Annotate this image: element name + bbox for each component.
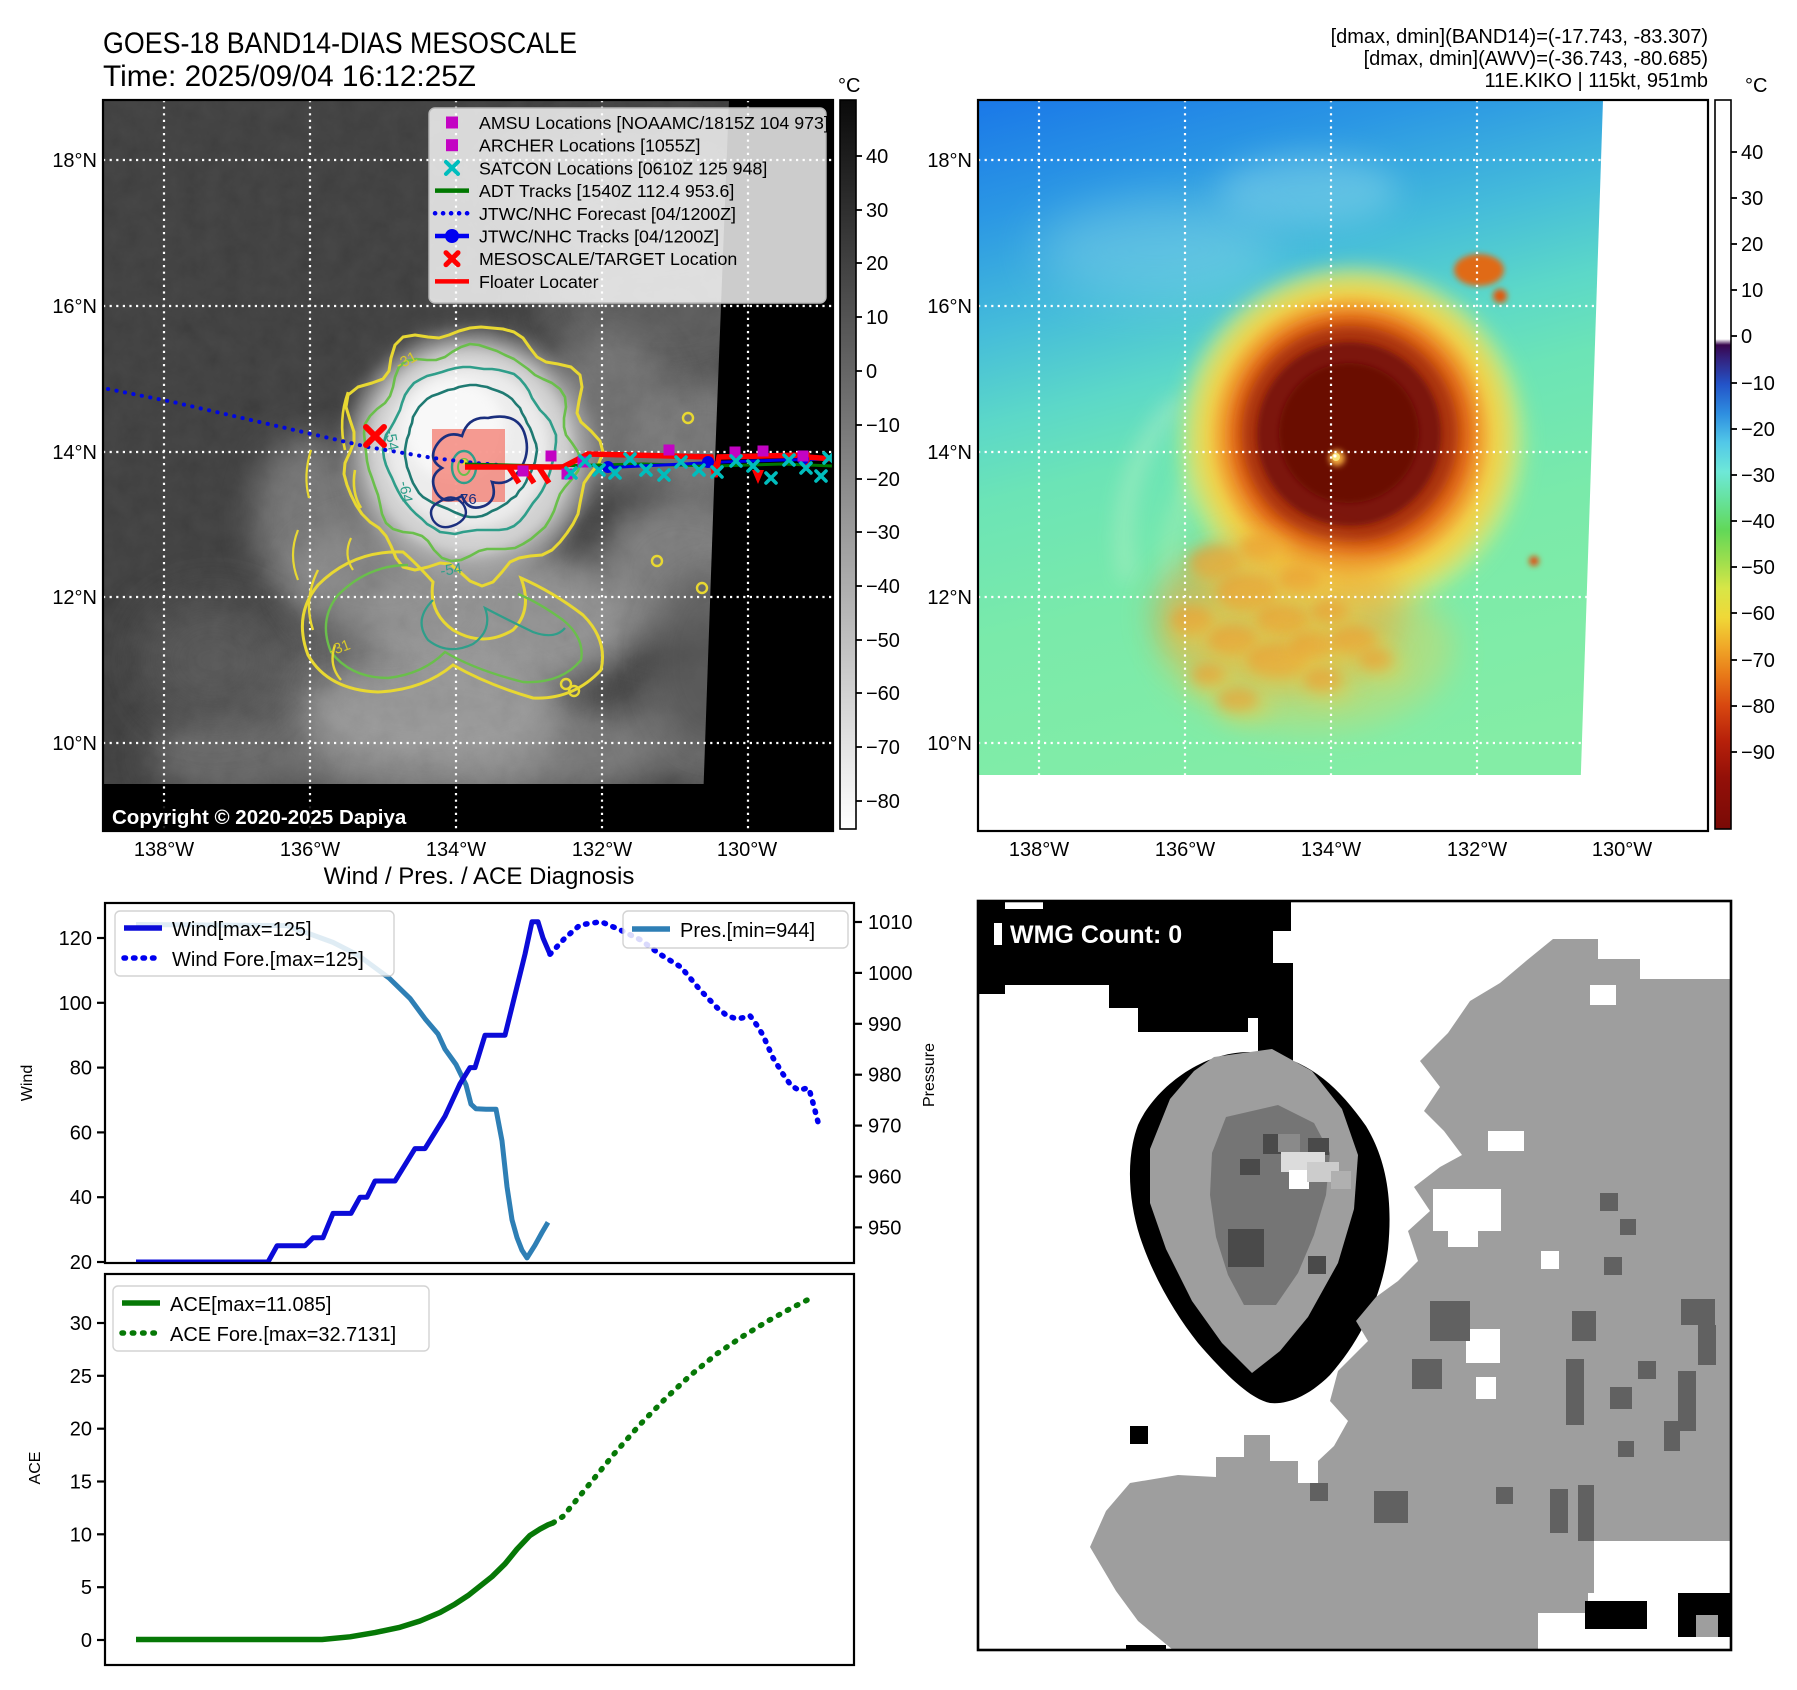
svg-text:138°W: 138°W (134, 839, 194, 861)
svg-text:20: 20 (70, 1419, 92, 1441)
svg-text:1010: 1010 (868, 912, 913, 934)
svg-text:[dmax, dmin](BAND14)=(-17.743,: [dmax, dmin](BAND14)=(-17.743, -83.307) (1331, 26, 1708, 48)
svg-text:Copyright © 2020-2025 Dapiya: Copyright © 2020-2025 Dapiya (112, 806, 407, 829)
svg-text:10: 10 (1741, 280, 1763, 302)
svg-text:GOES-18 BAND14-DIAS MESOSCALE: GOES-18 BAND14-DIAS MESOSCALE (103, 27, 577, 60)
svg-text:1000: 1000 (868, 963, 913, 985)
svg-text:14°N: 14°N (52, 442, 97, 464)
svg-text:−10: −10 (1741, 373, 1775, 395)
svg-text:Floater Locater: Floater Locater (479, 272, 599, 292)
svg-text:SATCON Locations [0610Z 125 94: SATCON Locations [0610Z 125 948] (479, 158, 767, 178)
svg-text:60: 60 (70, 1122, 92, 1144)
svg-text:−40: −40 (866, 576, 900, 598)
svg-text:−50: −50 (866, 630, 900, 652)
svg-text:−30: −30 (1741, 465, 1775, 487)
svg-text:−70: −70 (1741, 650, 1775, 672)
svg-text:130°W: 130°W (1592, 839, 1652, 861)
svg-text:5: 5 (81, 1577, 92, 1599)
svg-text:Wind: Wind (19, 1065, 36, 1101)
svg-text:136°W: 136°W (1155, 839, 1215, 861)
svg-text:15: 15 (70, 1472, 92, 1494)
svg-text:−60: −60 (866, 683, 900, 705)
svg-text:30: 30 (70, 1313, 92, 1335)
svg-text:136°W: 136°W (280, 839, 340, 861)
svg-text:10: 10 (866, 307, 888, 329)
svg-text:-54: -54 (439, 560, 463, 580)
svg-text:AMSU Locations [NOAAMC/1815Z 1: AMSU Locations [NOAAMC/1815Z 104 973] (479, 113, 829, 133)
svg-text:20: 20 (1741, 234, 1763, 256)
svg-text:132°W: 132°W (1447, 839, 1507, 861)
svg-text:ACE[max=11.085]: ACE[max=11.085] (170, 1294, 331, 1316)
svg-text:ACE: ACE (27, 1452, 44, 1485)
svg-text:Pres.[min=944]: Pres.[min=944] (680, 920, 815, 942)
svg-text:16°N: 16°N (927, 296, 972, 318)
svg-text:10°N: 10°N (927, 733, 972, 755)
svg-text:Time: 2025/09/04 16:12:25Z: Time: 2025/09/04 16:12:25Z (103, 60, 476, 93)
svg-text:30: 30 (1741, 188, 1763, 210)
svg-text:JTWC/NHC Tracks [04/1200Z]: JTWC/NHC Tracks [04/1200Z] (479, 227, 719, 247)
svg-text:MESOSCALE/TARGET Location: MESOSCALE/TARGET Location (479, 249, 737, 269)
svg-text:40: 40 (1741, 142, 1763, 164)
svg-text:ADT Tracks [1540Z 112.4 953.6]: ADT Tracks [1540Z 112.4 953.6] (479, 181, 734, 201)
svg-text:[dmax, dmin](AWV)=(-36.743, -8: [dmax, dmin](AWV)=(-36.743, -80.685) (1364, 48, 1708, 70)
svg-text:−80: −80 (866, 791, 900, 813)
svg-text:0: 0 (1741, 326, 1752, 348)
svg-text:−30: −30 (866, 522, 900, 544)
svg-text:134°W: 134°W (426, 839, 486, 861)
svg-text:18°N: 18°N (52, 150, 97, 172)
svg-text:Wind Fore.[max=125]: Wind Fore.[max=125] (172, 949, 364, 971)
svg-text:-64: -64 (395, 480, 416, 504)
svg-text:120: 120 (59, 928, 92, 950)
svg-text:12°N: 12°N (927, 587, 972, 609)
svg-text:11E.KIKO | 115kt, 951mb: 11E.KIKO | 115kt, 951mb (1485, 70, 1708, 92)
svg-text:138°W: 138°W (1009, 839, 1069, 861)
svg-text:Wind / Pres. / ACE Diagnosis: Wind / Pres. / ACE Diagnosis (324, 863, 635, 890)
svg-text:980: 980 (868, 1065, 901, 1087)
svg-text:12°N: 12°N (52, 587, 97, 609)
svg-text:10: 10 (70, 1524, 92, 1546)
svg-text:WMG Count: 0: WMG Count: 0 (1010, 921, 1182, 949)
svg-text:30: 30 (866, 200, 888, 222)
svg-text:970: 970 (868, 1116, 901, 1138)
svg-text:130°W: 130°W (717, 839, 777, 861)
svg-text:100: 100 (59, 993, 92, 1015)
svg-text:0: 0 (81, 1630, 92, 1652)
svg-text:40: 40 (866, 146, 888, 168)
svg-text:960: 960 (868, 1167, 901, 1189)
svg-text:950: 950 (868, 1217, 901, 1239)
svg-text:−70: −70 (866, 737, 900, 759)
svg-text:40: 40 (70, 1187, 92, 1209)
svg-text:-76: -76 (455, 491, 477, 508)
svg-text:14°N: 14°N (927, 442, 972, 464)
svg-text:0: 0 (866, 361, 877, 383)
svg-text:ARCHER Locations [1055Z]: ARCHER Locations [1055Z] (479, 136, 700, 156)
svg-text:JTWC/NHC Forecast [04/1200Z]: JTWC/NHC Forecast [04/1200Z] (479, 204, 736, 224)
svg-text:20: 20 (866, 253, 888, 275)
svg-text:−50: −50 (1741, 557, 1775, 579)
svg-text:10°N: 10°N (52, 733, 97, 755)
svg-text:−20: −20 (1741, 419, 1775, 441)
svg-text:°C: °C (838, 75, 860, 97)
svg-text:18°N: 18°N (927, 150, 972, 172)
svg-text:−90: −90 (1741, 742, 1775, 764)
svg-text:−40: −40 (1741, 511, 1775, 533)
svg-text:ACE Fore.[max=32.7131]: ACE Fore.[max=32.7131] (170, 1324, 396, 1346)
svg-text:−60: −60 (1741, 603, 1775, 625)
svg-text:134°W: 134°W (1301, 839, 1361, 861)
svg-text:−10: −10 (866, 415, 900, 437)
svg-text:16°N: 16°N (52, 296, 97, 318)
svg-text:20: 20 (70, 1252, 92, 1274)
svg-text:°C: °C (1745, 75, 1767, 97)
svg-text:990: 990 (868, 1014, 901, 1036)
svg-text:132°W: 132°W (572, 839, 632, 861)
svg-text:Pressure: Pressure (921, 1043, 938, 1107)
svg-text:−20: −20 (866, 469, 900, 491)
svg-text:25: 25 (70, 1366, 92, 1388)
svg-text:80: 80 (70, 1058, 92, 1080)
svg-text:Wind[max=125]: Wind[max=125] (172, 919, 312, 941)
svg-text:−80: −80 (1741, 696, 1775, 718)
svg-text:-31: -31 (327, 636, 353, 659)
